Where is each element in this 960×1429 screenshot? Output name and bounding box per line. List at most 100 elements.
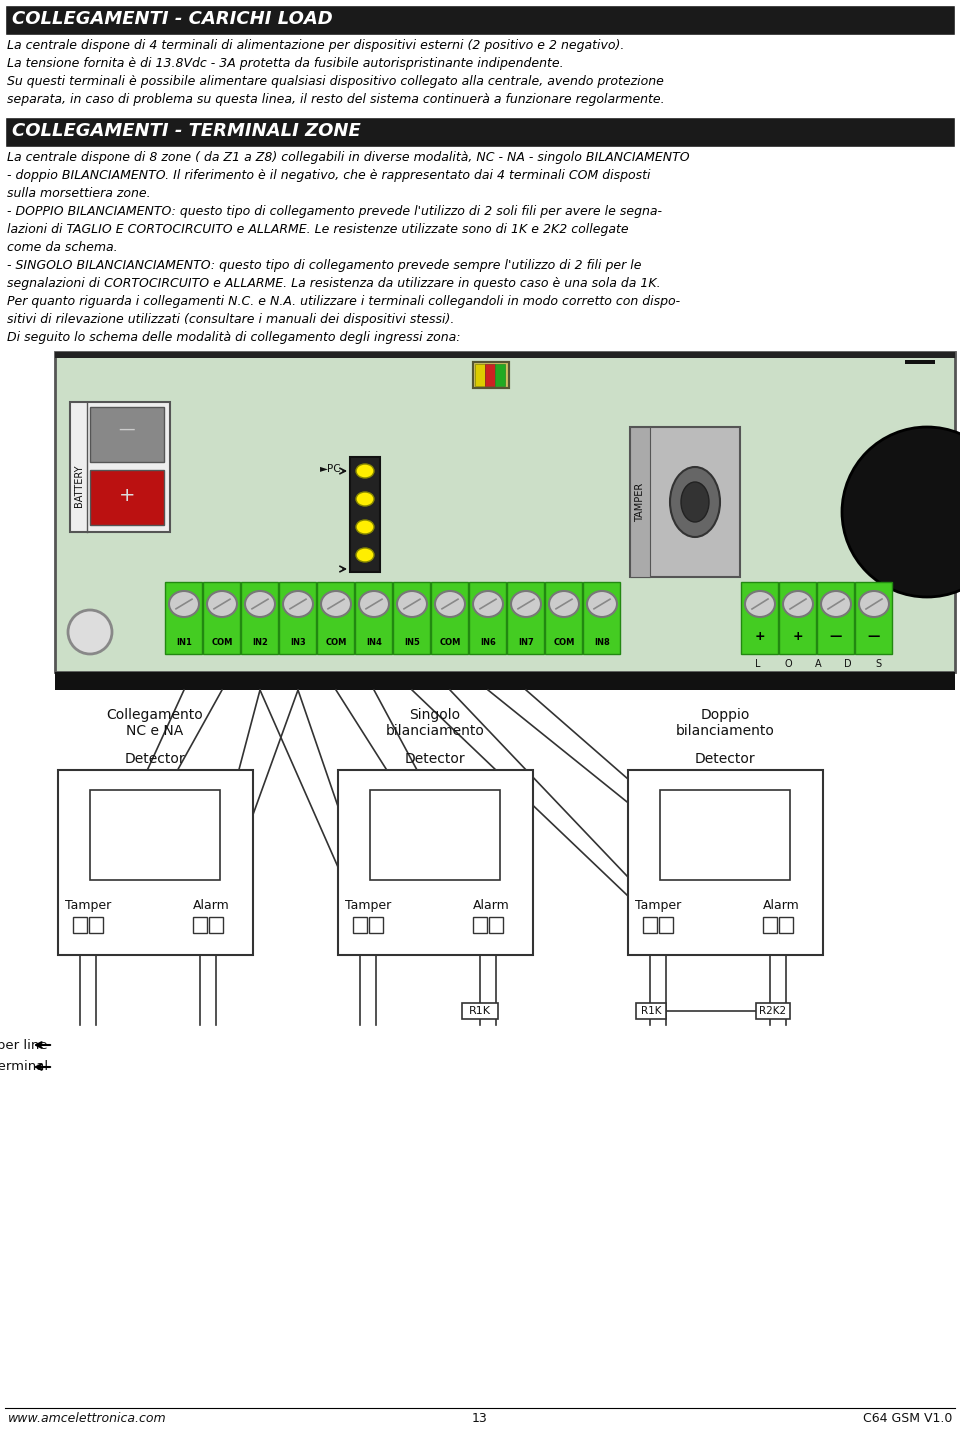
Circle shape: [68, 610, 112, 654]
Text: Alarm: Alarm: [762, 899, 800, 912]
Text: Detector: Detector: [125, 752, 185, 766]
Text: —: —: [829, 630, 842, 643]
Ellipse shape: [207, 592, 237, 617]
Bar: [369, 917, 383, 933]
Bar: [70, 402, 170, 532]
Bar: [628, 770, 823, 955]
Text: Singolo
bilanciamento: Singolo bilanciamento: [386, 707, 485, 739]
Bar: [431, 582, 468, 654]
Bar: [279, 582, 316, 654]
Bar: [763, 917, 777, 933]
Bar: [643, 917, 657, 933]
Text: R1K: R1K: [469, 1006, 491, 1016]
Ellipse shape: [356, 492, 374, 506]
Bar: [355, 582, 392, 654]
Bar: [495, 364, 505, 386]
Bar: [350, 457, 380, 572]
Bar: [485, 364, 495, 386]
Ellipse shape: [745, 592, 775, 617]
Bar: [73, 917, 87, 933]
Text: R2K2: R2K2: [759, 1006, 786, 1016]
Text: AP terminal: AP terminal: [0, 1060, 48, 1073]
Bar: [489, 917, 503, 933]
Bar: [630, 427, 740, 577]
Bar: [779, 917, 793, 933]
Text: Alarm: Alarm: [193, 899, 229, 912]
Bar: [55, 352, 955, 672]
Bar: [779, 582, 816, 654]
Bar: [317, 582, 354, 654]
Text: separata, in caso di problema su questa linea, il resto del sistema continuerà a: separata, in caso di problema su questa …: [7, 93, 664, 106]
Ellipse shape: [321, 592, 351, 617]
Bar: [241, 582, 278, 654]
Bar: [741, 582, 778, 654]
Text: —: —: [119, 420, 135, 439]
Text: COLLEGAMENTI - CARICHI LOAD: COLLEGAMENTI - CARICHI LOAD: [12, 10, 333, 29]
Ellipse shape: [283, 592, 313, 617]
Bar: [756, 1003, 790, 1019]
Text: Detector: Detector: [695, 752, 756, 766]
Ellipse shape: [670, 467, 720, 537]
Text: COM: COM: [211, 637, 232, 646]
Bar: [473, 362, 509, 389]
Bar: [370, 790, 500, 880]
Ellipse shape: [821, 592, 851, 617]
Bar: [193, 917, 207, 933]
Text: Tamper line: Tamper line: [0, 1039, 48, 1052]
Text: IN5: IN5: [404, 637, 420, 646]
Bar: [90, 790, 220, 880]
Text: COLLEGAMENTI - TERMINALI ZONE: COLLEGAMENTI - TERMINALI ZONE: [12, 121, 361, 140]
Bar: [89, 917, 103, 933]
Text: S: S: [875, 659, 881, 669]
Text: TAMPER: TAMPER: [635, 483, 645, 522]
Text: IN8: IN8: [594, 637, 610, 646]
Ellipse shape: [511, 592, 541, 617]
Text: +: +: [793, 630, 804, 643]
Ellipse shape: [435, 592, 465, 617]
Bar: [338, 770, 533, 955]
Text: Alarm: Alarm: [472, 899, 510, 912]
Text: - DOPPIO BILANCIAMENTO: questo tipo di collegamento prevede l'utilizzo di 2 soli: - DOPPIO BILANCIAMENTO: questo tipo di c…: [7, 204, 662, 219]
Text: L: L: [756, 659, 760, 669]
Bar: [5, 117, 955, 147]
Ellipse shape: [859, 592, 889, 617]
Bar: [462, 1003, 498, 1019]
Text: Per quanto riguarda i collegamenti N.C. e N.A. utilizzare i terminali collegando: Per quanto riguarda i collegamenti N.C. …: [7, 294, 680, 309]
Ellipse shape: [356, 547, 374, 562]
Bar: [90, 407, 164, 462]
Text: O: O: [784, 659, 792, 669]
Text: La centrale dispone di 4 terminali di alimentazione per dispositivi esterni (2 p: La centrale dispone di 4 terminali di al…: [7, 39, 624, 51]
Ellipse shape: [356, 464, 374, 477]
Circle shape: [842, 427, 960, 597]
Ellipse shape: [783, 592, 813, 617]
Ellipse shape: [473, 592, 503, 617]
Bar: [353, 917, 367, 933]
Bar: [817, 582, 854, 654]
Text: 13: 13: [472, 1412, 488, 1425]
Bar: [209, 917, 223, 933]
Bar: [90, 470, 164, 524]
Text: IN7: IN7: [518, 637, 534, 646]
Text: Di seguito lo schema delle modalità di collegamento degli ingressi zona:: Di seguito lo schema delle modalità di c…: [7, 332, 461, 344]
Bar: [660, 790, 790, 880]
Text: COM: COM: [325, 637, 347, 646]
Bar: [855, 582, 892, 654]
Text: COM: COM: [553, 637, 575, 646]
Text: www.amcelettronica.com: www.amcelettronica.com: [8, 1412, 167, 1425]
Ellipse shape: [245, 592, 275, 617]
Bar: [507, 582, 544, 654]
Bar: [393, 582, 430, 654]
Text: C64 GSM V1.0: C64 GSM V1.0: [863, 1412, 952, 1425]
Text: La centrale dispone di 8 zone ( da Z1 a Z8) collegabili in diverse modalità, NC : La centrale dispone di 8 zone ( da Z1 a …: [7, 151, 689, 164]
Bar: [583, 582, 620, 654]
Text: R1K: R1K: [640, 1006, 661, 1016]
Text: sitivi di rilevazione utilizzati (consultare i manuali dei dispositivi stessi).: sitivi di rilevazione utilizzati (consul…: [7, 313, 454, 326]
Bar: [659, 917, 673, 933]
Bar: [469, 582, 506, 654]
Bar: [473, 917, 487, 933]
Text: Tamper: Tamper: [345, 899, 391, 912]
Text: IN3: IN3: [290, 637, 306, 646]
Text: —: —: [868, 630, 880, 643]
Bar: [636, 1003, 666, 1019]
Ellipse shape: [356, 520, 374, 534]
